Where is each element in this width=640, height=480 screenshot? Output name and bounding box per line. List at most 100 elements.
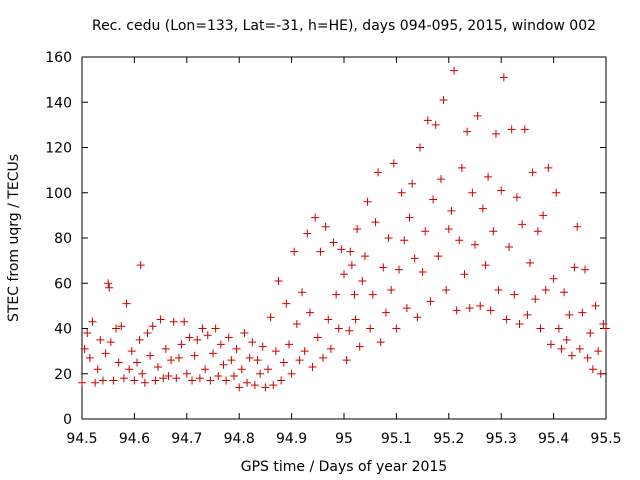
data-point [520, 125, 529, 134]
data-point [565, 310, 574, 319]
data-point [539, 211, 548, 220]
data-point [374, 168, 383, 177]
x-axis-ticks: 94.5 94.6 94.7 94.8 94.9 95 95.1 95.2 95.3 95.4 95… [66, 57, 622, 447]
y-tick-label: 0 [63, 412, 72, 428]
data-point [169, 317, 178, 326]
y-tick-label: 80 [54, 231, 72, 247]
data-point [418, 267, 427, 276]
y-tick-label: 140 [45, 95, 72, 111]
data-point [109, 376, 118, 385]
data-point [562, 335, 571, 344]
data-point [586, 329, 595, 338]
data-point [560, 288, 569, 297]
data-point [243, 378, 252, 387]
data-point [245, 353, 254, 362]
data-point [164, 372, 173, 381]
data-point [329, 238, 338, 247]
data-point [211, 324, 220, 333]
data-point [431, 120, 440, 129]
data-point [313, 333, 322, 342]
x-tick-label: 95.4 [538, 431, 569, 447]
data-point [112, 324, 121, 333]
data-point [269, 381, 278, 390]
data-point [376, 338, 385, 347]
data-point [528, 168, 537, 177]
data-point [222, 376, 231, 385]
x-tick-label: 95.1 [381, 431, 412, 447]
data-point [177, 340, 186, 349]
data-point [531, 295, 540, 304]
x-tick-label: 95.5 [590, 431, 621, 447]
data-point [436, 175, 445, 184]
data-point [478, 204, 487, 213]
data-point [264, 365, 273, 374]
chart-title: Rec. cedu (Lon=133, Lat=-31, h=HE), days… [92, 18, 596, 34]
x-tick-label: 94.9 [276, 431, 307, 447]
data-point [442, 286, 451, 295]
data-point [541, 286, 550, 295]
data-point [410, 254, 419, 263]
data-point [161, 344, 170, 353]
x-tick-label: 95 [335, 431, 353, 447]
data-point [195, 374, 204, 383]
data-point [340, 270, 348, 279]
data-point [439, 95, 448, 104]
data-point [232, 344, 241, 353]
data-point [423, 116, 432, 125]
data-point [321, 222, 330, 231]
y-tick-label: 120 [45, 141, 72, 157]
data-point [96, 335, 105, 344]
data-point [266, 313, 275, 322]
data-point [117, 322, 126, 331]
data-point [104, 279, 113, 288]
data-point [101, 349, 110, 358]
data-point [91, 378, 100, 387]
data-point [130, 376, 139, 385]
data-point [596, 369, 605, 378]
data-point [98, 376, 107, 385]
y-tick-label: 20 [54, 367, 72, 383]
data-point [460, 270, 469, 279]
y-axis-ticks: 0 20 40 60 80 100 120 140 160 [45, 50, 606, 428]
data-point [518, 220, 527, 229]
data-point [135, 335, 144, 344]
data-point [308, 362, 317, 371]
data-point [491, 129, 500, 138]
data-point [229, 372, 238, 381]
data-point [594, 347, 603, 356]
data-point [476, 301, 485, 310]
data-point [360, 252, 369, 261]
data-point [505, 243, 514, 252]
data-point [397, 188, 406, 197]
data-point [274, 276, 283, 285]
data-point [465, 304, 474, 313]
data-point [599, 319, 608, 328]
data-point [316, 247, 325, 256]
data-point [305, 308, 314, 317]
data-point [552, 188, 561, 197]
data-point [190, 351, 199, 360]
data-point [261, 383, 270, 392]
data-point [219, 360, 228, 369]
x-tick-label: 94.6 [119, 431, 150, 447]
data-point [591, 301, 600, 310]
x-tick-label: 94.5 [66, 431, 97, 447]
data-point [444, 224, 453, 233]
data-point [156, 315, 165, 324]
data-point [153, 362, 162, 371]
data-point [324, 315, 333, 324]
data-point [502, 315, 511, 324]
data-point [387, 286, 396, 295]
data-point [209, 349, 217, 358]
data-point [358, 276, 367, 285]
data-point [570, 263, 579, 272]
data-point [248, 338, 257, 347]
data-point [127, 347, 136, 356]
data-point [450, 66, 459, 75]
x-axis-label: GPS time / Days of year 2015 [241, 459, 448, 475]
data-point [88, 317, 97, 326]
data-point [206, 376, 215, 385]
data-point [277, 376, 286, 385]
plot-frame [81, 56, 607, 420]
x-tick-label: 94.8 [224, 431, 255, 447]
